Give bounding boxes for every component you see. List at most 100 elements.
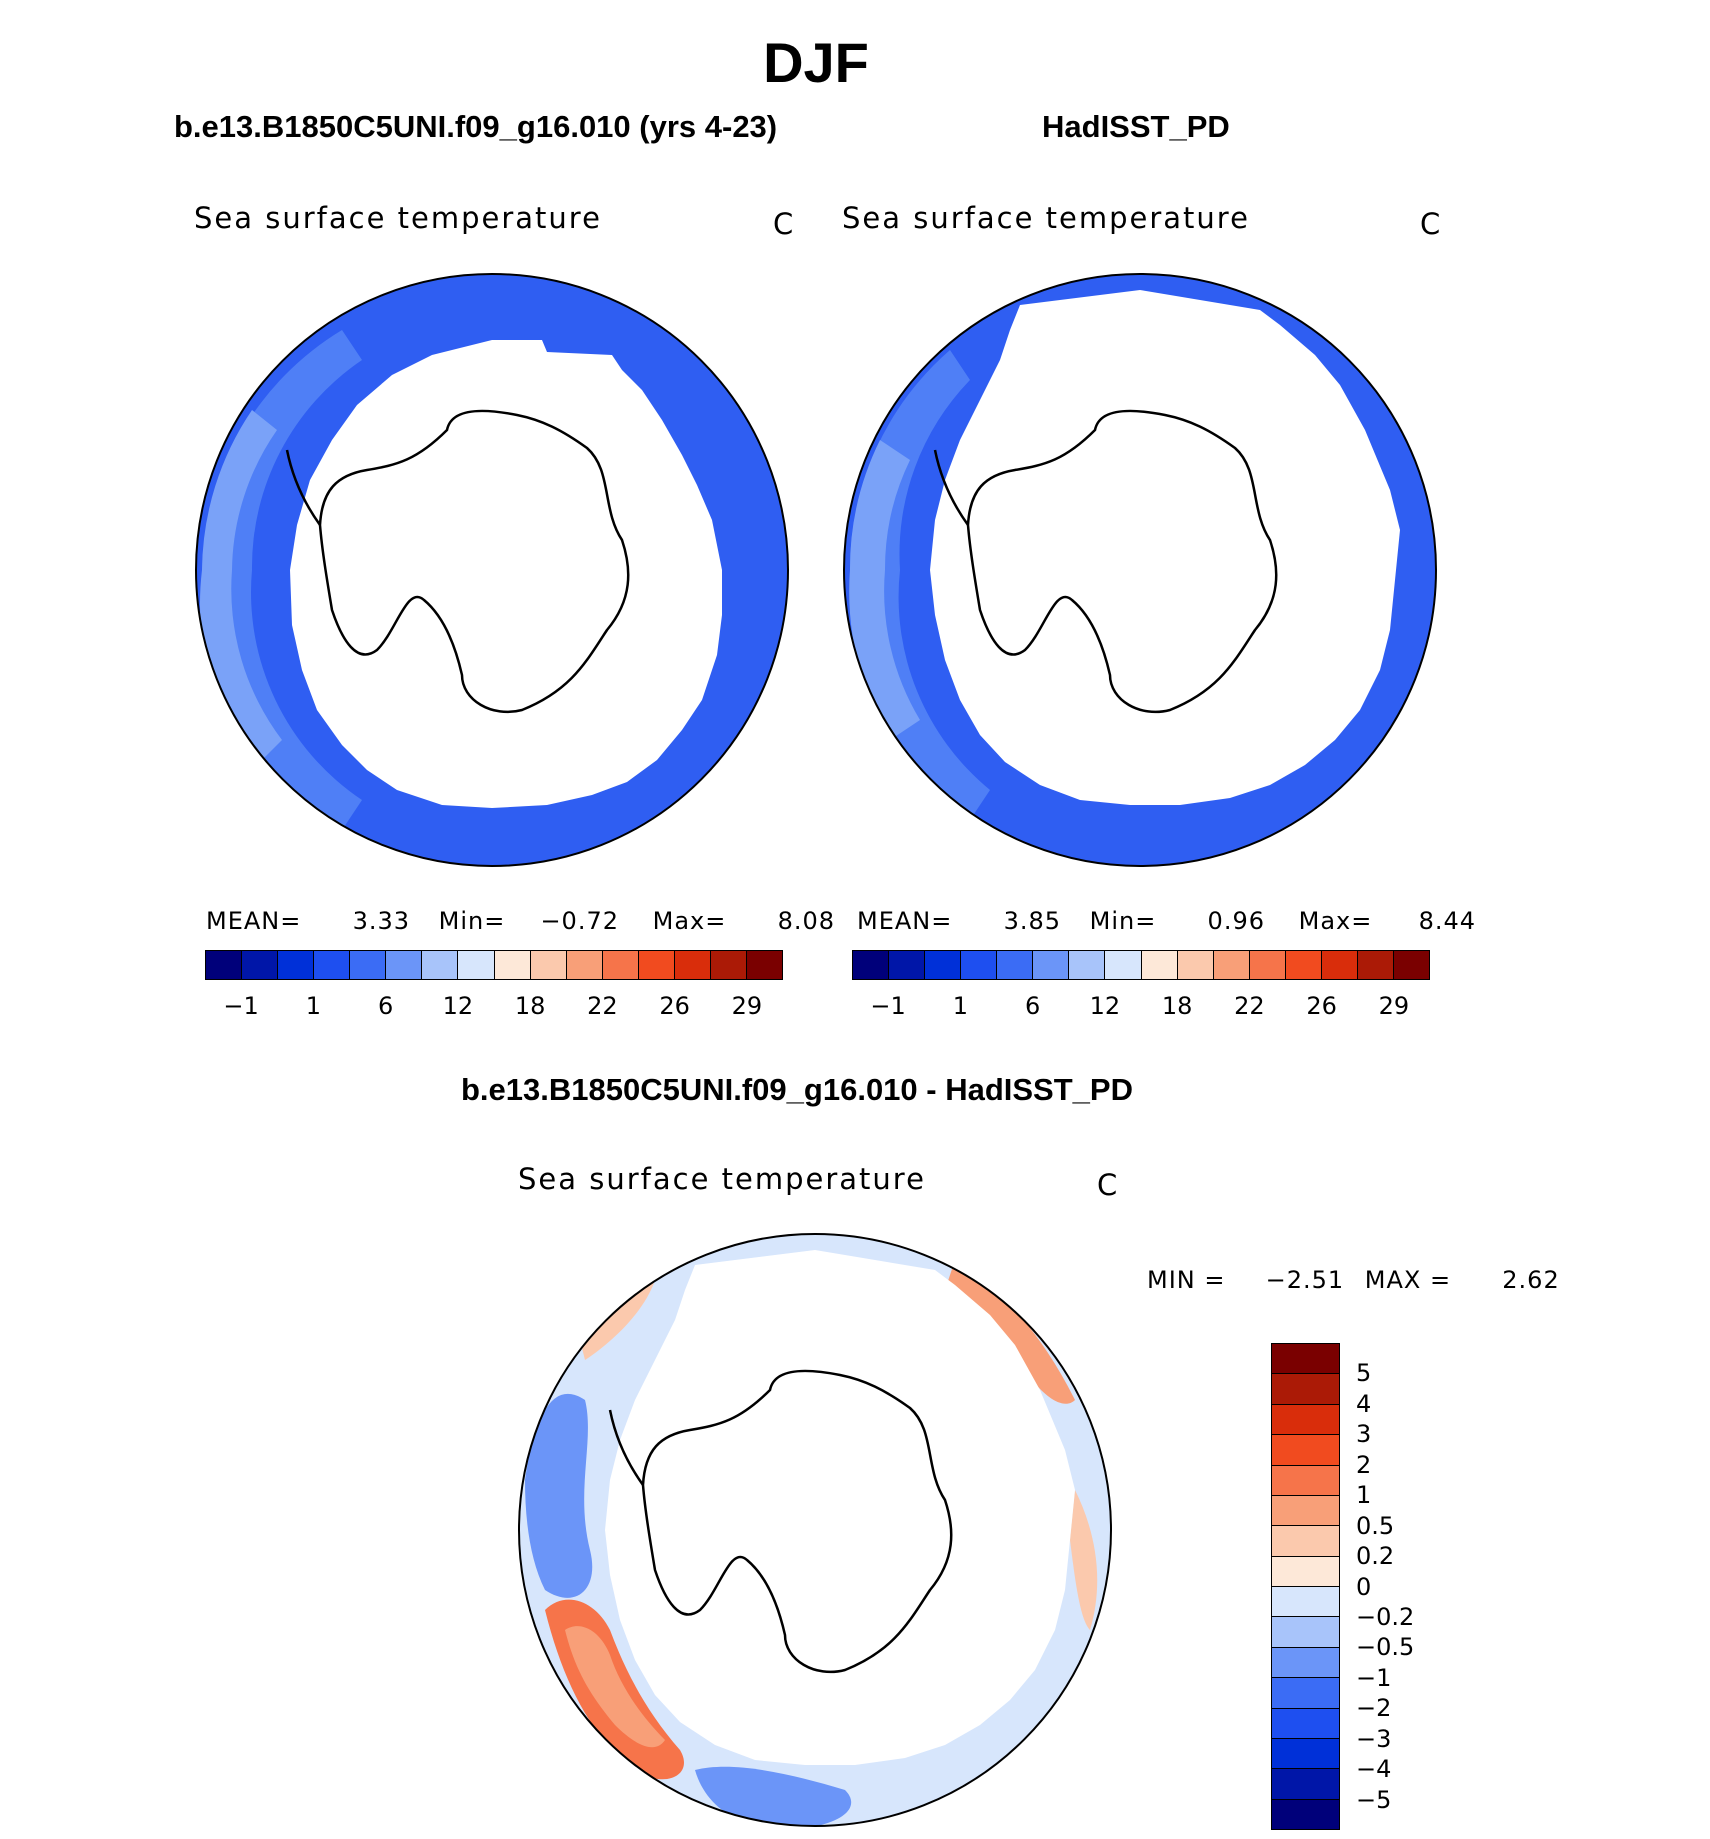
panel-3-colorbar-swatch [1272,1799,1339,1829]
panel-3-colorbar [1271,1343,1340,1830]
panel-2-colorbar-swatch [1177,951,1214,979]
panel-1-colorbar-swatch [458,951,495,979]
panel-1-map [195,273,789,867]
panel-3-stats: MIN = −2.51 MAX = 2.62 [1147,1266,1560,1294]
panel-2-colorbar-swatch [853,951,890,979]
panel-2-colorbar-tick-label: 18 [1161,992,1193,1020]
panel-3-colorbar-swatch [1272,1526,1339,1557]
panel-2-colorbar-swatch [1357,951,1394,979]
panel-2-colorbar-tick-label: 6 [1024,992,1041,1020]
panel-2-colorbar-swatch [997,951,1034,979]
panel-3-colorbar-swatch [1272,1374,1339,1405]
panel-3-colorbar-tick-label: −2 [1356,1694,1392,1723]
panel-2-colorbar-swatch [1033,951,1070,979]
panel-2-colorbar-tick-label: 26 [1306,992,1337,1020]
panel-1-colorbar-swatch [494,951,531,979]
panel-1-colorbar-swatch [350,951,387,979]
panel-3-colorbar-swatch [1272,1587,1339,1618]
panel-3-warm-anomaly-east [1070,1490,1098,1630]
panel-1-units: C [773,207,794,241]
panel-3-units: C [1097,1168,1118,1202]
panel-1-colorbar-tick-label: 12 [442,992,474,1020]
panel-1-mean-label: MEAN= [206,907,302,935]
panel-1-colorbar [205,950,783,980]
panel-3-colorbar-tick-label: 0.2 [1356,1542,1395,1571]
panel-3-min-value: −2.51 [1265,1266,1345,1294]
panel-1-antarctica-coastline [318,409,630,714]
panel-1-stats: MEAN= 3.33 Min= −0.72 Max= 8.08 [206,907,835,935]
panel-2-mean-label: MEAN= [857,907,953,935]
panel-1-colorbar-swatch [422,951,459,979]
panel-2-colorbar-swatch [1393,951,1429,979]
panel-2-variable-label: Sea surface temperature [842,201,1250,235]
panel-2-mean-value: 3.85 [1003,907,1061,935]
panel-1-variable-label: Sea surface temperature [194,201,602,235]
panel-3-colorbar-tick-label: −0.5 [1356,1633,1415,1662]
panel-2-stats: MEAN= 3.85 Min= 0.96 Max= 8.44 [857,907,1476,935]
panel-2-colorbar-swatch [889,951,926,979]
panel-3-colorbar-swatch [1272,1495,1339,1527]
panel-1-colorbar-tick-label: 1 [305,992,322,1020]
panel-3-colorbar-swatch [1272,1344,1339,1375]
panel-2-colorbar-swatch [925,951,962,979]
panel-2-colorbar-tick-label: −1 [870,992,906,1020]
panel-3-colorbar-tick-label: 5 [1356,1359,1372,1388]
panel-3-colorbar-swatch [1272,1678,1339,1709]
panel-2-map-border [843,273,1437,867]
panel-3-variable-label: Sea surface temperature [518,1162,926,1196]
panel-2-units: C [1420,207,1441,241]
panel-2-colorbar-swatch [1249,951,1286,979]
panel-1-colorbar-tick-label: 22 [587,992,618,1020]
panel-1-colorbar-tick-label: 26 [659,992,690,1020]
panel-1-colorbar-swatch [638,951,675,979]
panel-1-colorbar-swatch [314,951,351,979]
panel-3-colorbar-swatch [1272,1617,1339,1648]
panel-3-warm-anomaly-sw-core [565,1626,665,1748]
panel-1-map-border [195,273,789,867]
panel-1-min-label: Min= [438,907,506,935]
panel-3-warm-anomaly-nw [575,1280,655,1360]
panel-3-colorbar-tick-label: 0.5 [1356,1511,1395,1540]
panel-1-peninsula-coast [285,449,322,526]
panel-3-cold-anomaly-west [525,1393,593,1598]
panel-3-colorbar-tick-label: −0.2 [1356,1602,1415,1631]
panel-1-colorbar-swatch [710,951,747,979]
panel-2-map [843,273,1437,867]
panel-3-colorbar-tick-label: 4 [1356,1389,1372,1418]
panel-3-min-label: MIN = [1147,1266,1226,1294]
panel-2-max-value: 8.44 [1418,907,1476,935]
panel-2-peninsula-coast [933,449,970,526]
panel-2-colorbar [852,950,1430,980]
panel-1-colorbar-swatch [530,951,567,979]
panel-2-colorbar-swatch [1105,951,1142,979]
panel-2-min-label: Min= [1089,907,1157,935]
panel-3-colorbar-tick-label: 2 [1356,1450,1372,1479]
panel-2-max-label: Max= [1298,907,1373,935]
panel-3-peninsula-coast [608,1409,645,1486]
panel-1-max-value: 8.08 [777,907,835,935]
panel-1-colorbar-tick-label: −1 [223,992,259,1020]
panel-1-colorbar-swatch [746,951,782,979]
panel-2-colorbar-tick-label: 12 [1089,992,1121,1020]
panel-2-colorbar-swatch [1213,951,1250,979]
panel-3-warm-anomaly-ne [945,1260,1075,1404]
panel-3-colorbar-tick-label: −4 [1356,1755,1392,1784]
panel-1-mean-value: 3.33 [352,907,410,935]
panel-1-min-value: −0.72 [540,907,619,935]
panel-3-colorbar-tick-label: −1 [1356,1663,1392,1692]
panel-2-colorbar-swatch [1285,951,1322,979]
panel-3-colorbar-swatch [1272,1404,1339,1436]
panel-2-antarctica-coastline [966,409,1278,714]
panel-3-colorbar-swatch [1272,1769,1339,1800]
panel-2-colorbar-swatch [1321,951,1358,979]
panel-2-warmer-band [849,440,920,740]
panel-3-colorbar-swatch [1272,1465,1339,1496]
main-title: DJF [763,31,869,94]
panel-2-colorbar-swatch [1141,951,1178,979]
panel-2-colorbar-tick-label: 22 [1234,992,1265,1020]
panel-1-colorbar-swatch [242,951,279,979]
panel-3-colorbar-swatch [1272,1708,1339,1739]
panel-3-colorbar-tick-label: 3 [1356,1420,1372,1449]
panel-2-min-value: 0.96 [1207,907,1265,935]
panel-1-colorbar-swatch [278,951,315,979]
